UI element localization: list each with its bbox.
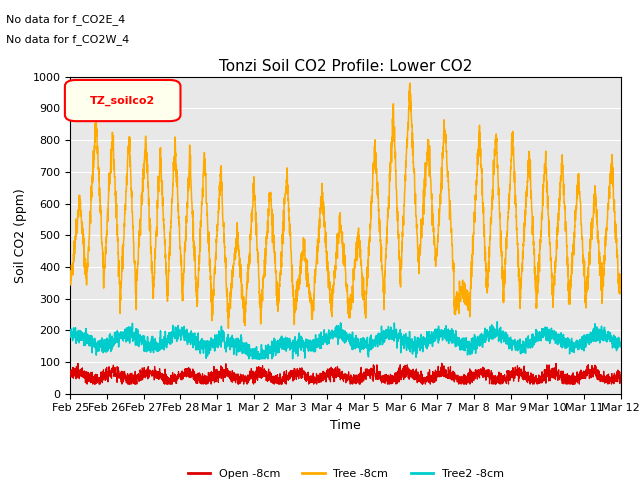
Title: Tonzi Soil CO2 Profile: Lower CO2: Tonzi Soil CO2 Profile: Lower CO2 (219, 59, 472, 74)
Text: No data for f_CO2E_4: No data for f_CO2E_4 (6, 14, 125, 25)
X-axis label: Time: Time (330, 419, 361, 432)
Text: TZ_soilco2: TZ_soilco2 (90, 96, 156, 106)
Legend: Open -8cm, Tree -8cm, Tree2 -8cm: Open -8cm, Tree -8cm, Tree2 -8cm (183, 464, 508, 480)
FancyBboxPatch shape (65, 80, 180, 121)
Y-axis label: Soil CO2 (ppm): Soil CO2 (ppm) (14, 188, 27, 283)
Text: No data for f_CO2W_4: No data for f_CO2W_4 (6, 34, 130, 45)
